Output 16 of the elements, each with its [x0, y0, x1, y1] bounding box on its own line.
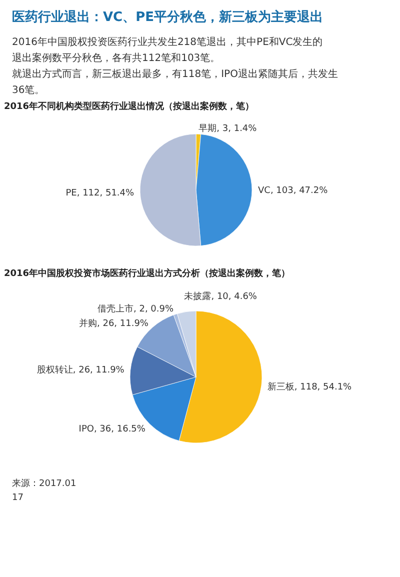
slice-label: IPO, 36, 16.5%	[78, 424, 146, 434]
chart-title: 2016年中国股权投资市场医药行业退出方式分析（按退出案例数，笔）	[4, 268, 290, 279]
slice-label: 并购, 26, 11.9%	[78, 318, 149, 329]
slice-label: VC, 103, 47.2%	[258, 186, 328, 196]
slice-label: 早期, 3, 1.4%	[198, 123, 258, 134]
text: 2016年中国股权投资医药行业共发生218笔退出，其中PE和VC发生的退出案例数平分秋色，各有共112笔和103笔。	[12, 36, 323, 64]
chart-title: 2016年不同机构类型医药行业退出情况（按退出案例数，笔）	[4, 101, 254, 112]
slice-label: 借壳上市, 2, 0.9%	[98, 304, 174, 315]
slice-label: PE, 112, 51.4%	[66, 188, 135, 199]
slice-label: 未披露, 10, 4.6%	[184, 290, 258, 302]
text: 医药行业退出：VC、PE平分秋色，新三板为主要退出	[12, 9, 324, 25]
text: 就退出方式而言，新三板退出最多，有118笔，IPO退出紧随其后，共发生36笔。	[12, 68, 338, 96]
slice-label: 股权转让, 26, 11.9%	[36, 364, 125, 376]
text: 17	[12, 493, 24, 503]
slice-label: 新三板, 118, 54.1%	[267, 381, 352, 392]
source-note: 来源：2017.01	[12, 478, 76, 489]
